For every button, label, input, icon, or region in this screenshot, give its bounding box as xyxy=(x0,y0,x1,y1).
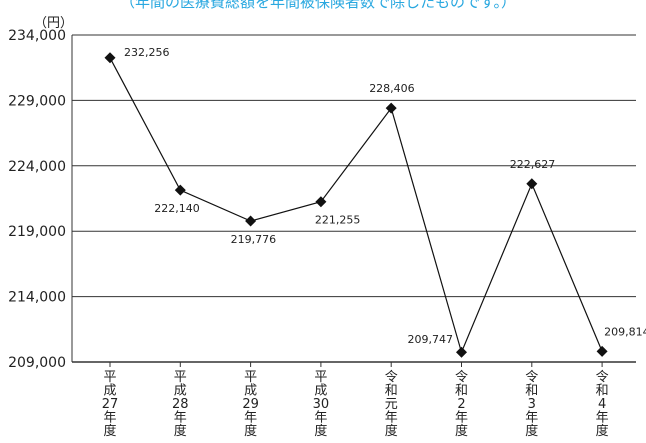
x-category-label-char: 成 xyxy=(174,384,187,399)
x-category-label-char: 成 xyxy=(314,384,327,399)
x-category-label-char: 4 xyxy=(598,397,606,412)
x-category-label-char: 令 xyxy=(455,370,468,385)
x-category-label-char: 度 xyxy=(455,423,468,439)
x-category-label-char: 30 xyxy=(313,397,330,412)
x-category-label-char: 令 xyxy=(385,370,398,385)
data-point-marker xyxy=(596,345,608,357)
x-category-label-char: 27 xyxy=(102,397,119,412)
y-tick-label: 209,000 xyxy=(8,355,66,371)
x-category-label-char: 度 xyxy=(385,423,398,439)
x-category-label-char: 平 xyxy=(103,370,116,385)
y-axis-unit-label: （円） xyxy=(34,16,74,31)
data-point-marker xyxy=(456,346,467,358)
data-label: 222,140 xyxy=(154,202,200,215)
x-category-label-char: 成 xyxy=(103,384,116,399)
y-tick-label: 234,000 xyxy=(8,28,66,44)
x-category-label-char: 令 xyxy=(596,370,609,385)
x-category-label-char: 年 xyxy=(525,411,538,426)
data-point-marker xyxy=(174,184,186,196)
data-label: 219,776 xyxy=(231,233,277,246)
data-point-marker xyxy=(526,178,538,190)
data-label: 222,627 xyxy=(510,158,556,171)
data-label: 209,747 xyxy=(408,333,454,346)
x-category-label-char: 度 xyxy=(525,423,538,439)
x-category-label-char: 3 xyxy=(528,397,536,412)
x-category-label-char: 成 xyxy=(244,384,257,399)
x-category-label-char: 和 xyxy=(385,384,398,399)
x-category-label-char: 年 xyxy=(174,411,187,426)
x-category-label-char: 度 xyxy=(596,423,609,439)
x-category-label-char: 年 xyxy=(314,411,327,426)
data-label: 228,406 xyxy=(369,82,415,95)
data-point-marker xyxy=(315,196,327,208)
x-category-label-char: 年 xyxy=(385,411,398,426)
x-category-label-char: 和 xyxy=(596,384,609,399)
data-point-marker xyxy=(385,102,397,114)
x-category-label-char: 度 xyxy=(174,423,187,439)
data-label: 221,255 xyxy=(315,214,361,227)
x-category-label-char: 平 xyxy=(174,370,187,385)
x-category-label-char: 和 xyxy=(525,384,538,399)
x-category-label-char: 度 xyxy=(314,423,327,439)
x-category-label-char: 元 xyxy=(385,397,398,412)
chart-title-partial: （年間の医療費総額を年間被保険者数で除したものです。） xyxy=(120,0,517,11)
series-line xyxy=(109,57,603,355)
x-category-label-char: 28 xyxy=(172,397,189,412)
x-category-label-char: 2 xyxy=(457,397,465,412)
x-category-label-char: 平 xyxy=(314,370,327,385)
y-tick-label: 229,000 xyxy=(8,93,66,109)
data-label: 209,814 xyxy=(604,325,646,338)
data-point-marker xyxy=(245,215,257,227)
x-category-label-char: 29 xyxy=(242,397,259,412)
data-point-marker xyxy=(104,52,116,64)
y-tick-label: 214,000 xyxy=(8,290,66,306)
x-category-label-char: 年 xyxy=(455,411,468,426)
x-category-label-char: 度 xyxy=(244,423,257,439)
x-category-label-char: 年 xyxy=(596,411,609,426)
x-category-label-char: 平 xyxy=(244,370,257,385)
x-category-label-char: 度 xyxy=(103,423,116,439)
y-tick-label: 224,000 xyxy=(8,159,66,175)
x-category-label-char: 令 xyxy=(525,370,538,385)
x-category-label-char: 年 xyxy=(244,411,257,426)
data-label: 232,256 xyxy=(124,46,170,59)
x-category-label-char: 和 xyxy=(455,384,468,399)
x-category-label-char: 年 xyxy=(103,411,116,426)
y-tick-label: 219,000 xyxy=(8,224,66,240)
